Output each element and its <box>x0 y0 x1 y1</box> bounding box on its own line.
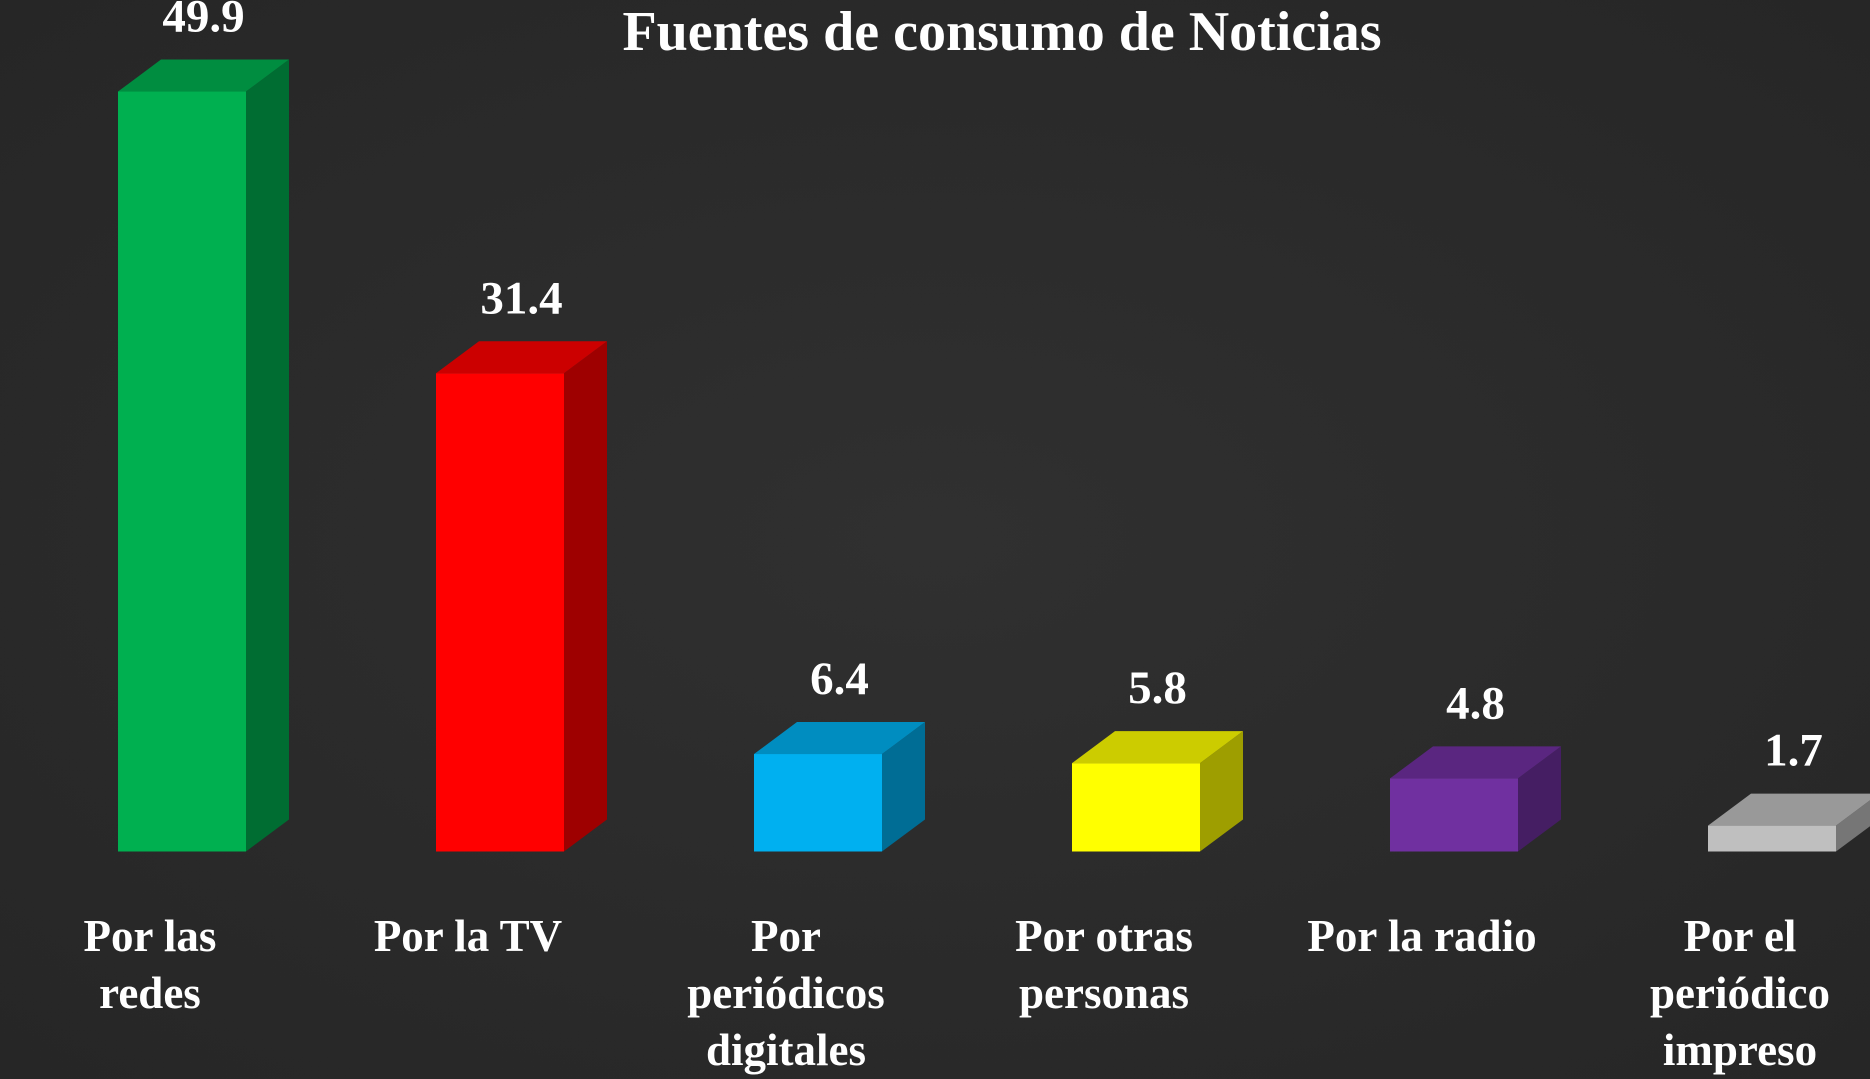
category-label: Por la TV <box>373 911 563 961</box>
bar-side <box>246 59 289 852</box>
bar-side <box>1518 746 1561 852</box>
bar-side <box>1200 731 1243 852</box>
bar-top <box>754 722 925 755</box>
bar-top <box>1390 746 1561 779</box>
bar-side <box>882 722 925 852</box>
value-label: 31.4 <box>480 272 562 324</box>
bar-top <box>1708 793 1870 826</box>
bar <box>1708 825 1836 852</box>
category-label: Por periódicos digitales <box>687 911 885 1075</box>
bar <box>118 91 246 852</box>
bar <box>754 754 882 852</box>
bar <box>1072 763 1200 852</box>
chart-title: Fuentes de consumo de Noticias <box>622 1 1381 63</box>
value-label: 5.8 <box>1128 662 1187 714</box>
bar-top <box>118 59 289 92</box>
value-label: 49.9 <box>162 0 244 43</box>
bar-top <box>436 341 607 374</box>
category-label: Por otras personas <box>1015 911 1193 1018</box>
category-label: Por la radio <box>1307 911 1537 961</box>
value-label: 6.4 <box>810 653 869 705</box>
bar <box>436 373 564 852</box>
bar-side <box>564 341 607 852</box>
category-label: Por las redes <box>83 911 217 1018</box>
category-label: Por el periódico impreso <box>1650 911 1830 1075</box>
bar <box>1390 778 1518 852</box>
value-label: 1.7 <box>1764 725 1823 777</box>
value-label: 4.8 <box>1446 677 1505 729</box>
bar-top <box>1072 731 1243 764</box>
bar-side <box>1836 800 1870 852</box>
